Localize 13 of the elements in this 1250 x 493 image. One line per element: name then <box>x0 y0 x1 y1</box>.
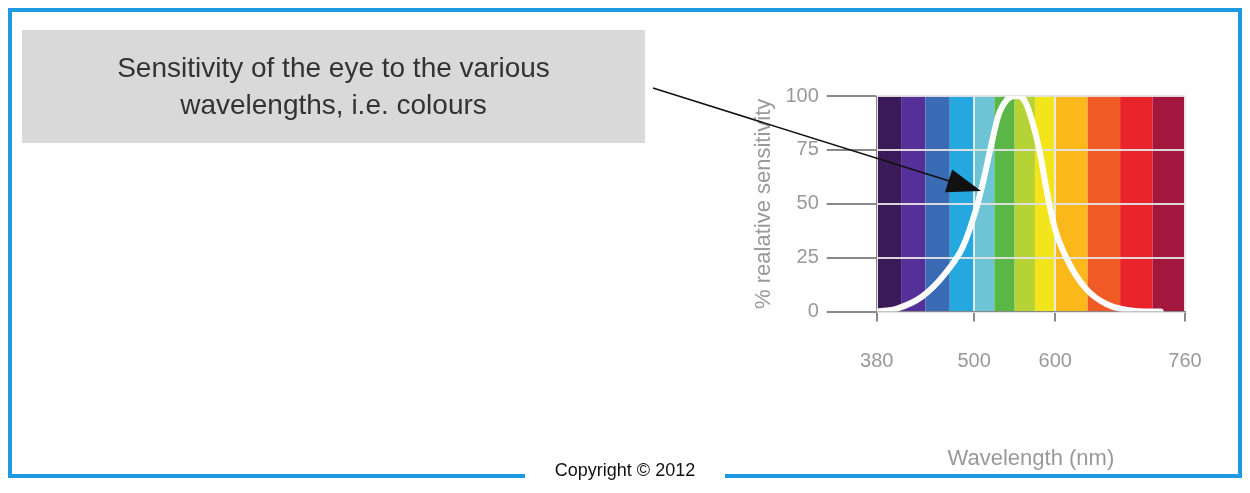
text: Copyright © 2012 <box>524 460 726 481</box>
x-tick-label: 760 <box>1168 349 1202 372</box>
x-tick-label: 600 <box>1038 349 1072 372</box>
y-tick-label: 75 <box>796 137 819 160</box>
y-tick-label: 50 <box>796 191 819 214</box>
y-tick-label: 25 <box>796 245 819 268</box>
x-tick-label: 380 <box>860 349 894 372</box>
x-axis-title: Wavelength (nm) <box>947 444 1115 470</box>
x-tick-label: 500 <box>957 349 991 372</box>
y-tick-label: 0 <box>807 299 819 322</box>
text: Sensitivity of the eye to the various wavelengths, i.e. colours <box>22 30 645 143</box>
y-tick-label: 100 <box>785 83 819 106</box>
y-axis-title: % realative sensitivity <box>750 98 776 309</box>
